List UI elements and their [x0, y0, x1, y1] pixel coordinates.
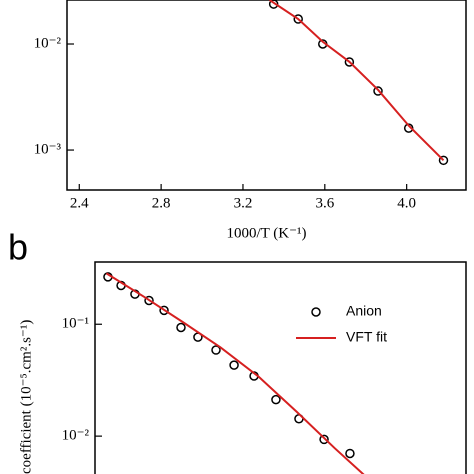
fit-line [105, 272, 365, 474]
x-tick-label: 3.6 [315, 195, 334, 211]
y-tick-label: 10⁻¹ [62, 316, 89, 332]
data-point [268, 0, 279, 9]
x-tick-label: 2.8 [152, 195, 171, 211]
data-point [211, 345, 221, 355]
y-tick-label: 10⁻² [34, 35, 62, 51]
legend-label: Anion [346, 303, 382, 319]
data-point [319, 434, 329, 445]
x-tick-label: 2.4 [70, 195, 89, 211]
legend-marker [311, 307, 321, 317]
legend-label: VFT fit [346, 329, 387, 345]
y-tick-label: 10⁻³ [34, 141, 62, 157]
data-point [345, 448, 355, 459]
fit-line [269, 0, 445, 162]
panel-label: b [8, 227, 28, 268]
plot-frame [94, 261, 467, 474]
data-point [271, 394, 281, 405]
x-axis-label: 1000/T (K⁻¹) [226, 225, 306, 241]
x-tick-label: 3.2 [234, 195, 253, 211]
data-point [229, 360, 239, 370]
data-point [176, 322, 186, 333]
data-point [438, 155, 449, 166]
plot-frame [66, 0, 467, 191]
y-tick-label: 10⁻² [62, 428, 90, 444]
data-point [344, 57, 355, 67]
data-point [373, 86, 383, 96]
x-tick-label: 4.0 [397, 195, 416, 211]
y-axis-label: coefficient (10⁻⁵.cm².s⁻¹) [18, 320, 34, 474]
data-point [293, 14, 303, 24]
data-point [144, 295, 154, 306]
data-point [159, 305, 169, 316]
